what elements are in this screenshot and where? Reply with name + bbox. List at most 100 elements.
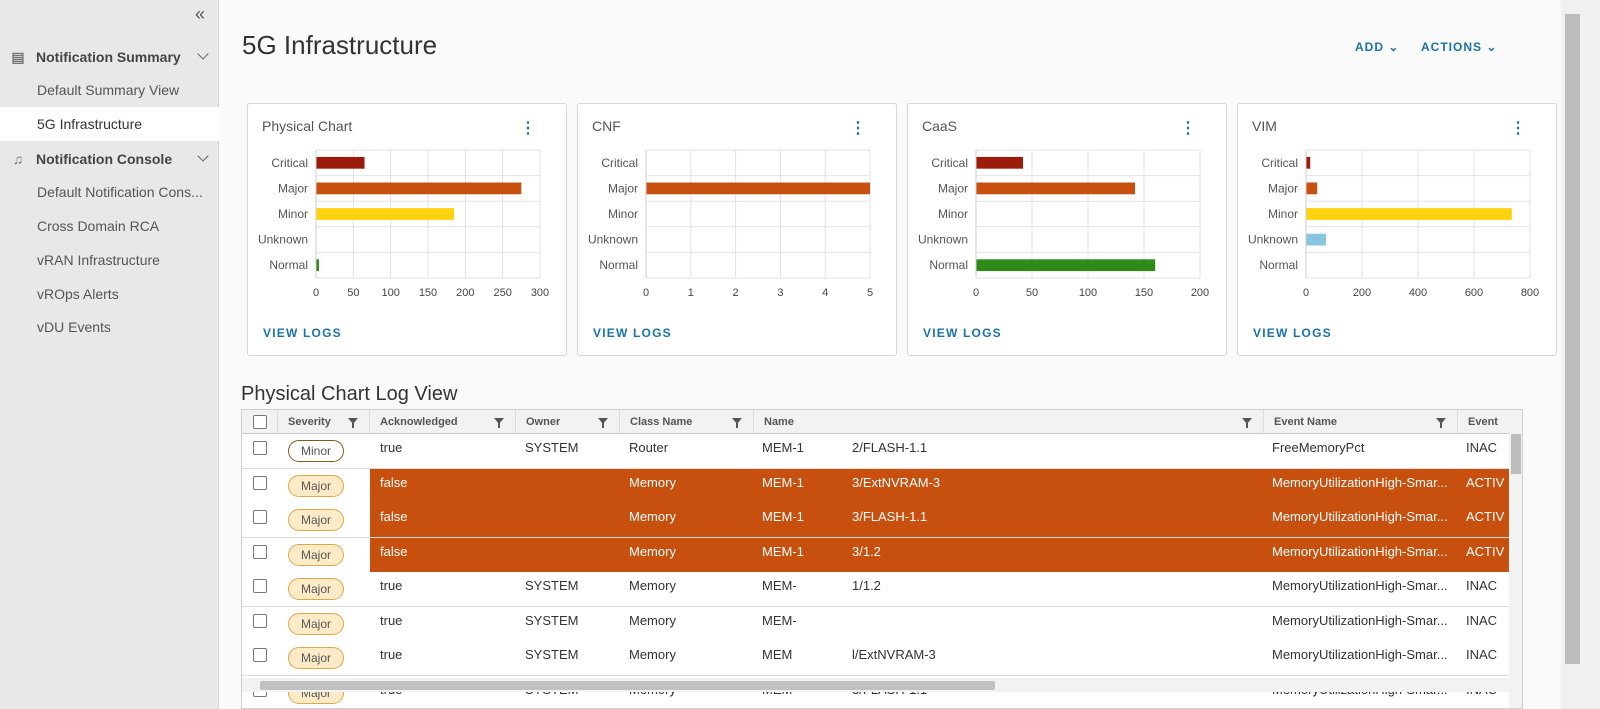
cell-name-suffix: 3/1.2 (852, 543, 881, 559)
actions-label: ACTIONS (1421, 40, 1482, 54)
cell-event-name: MemoryUtilizationHigh-Smar... (1272, 647, 1448, 662)
scrollbar-thumb[interactable] (1565, 14, 1580, 664)
cell-name-suffix: 3/FLASH-1.1 (852, 509, 928, 524)
severity-badge: Major (288, 509, 344, 531)
chevron-down-icon[interactable] (197, 150, 209, 162)
section-notification-summary[interactable]: ▤ Notification Summary (0, 40, 219, 74)
page-scrollbar[interactable] (1561, 0, 1600, 709)
table-row[interactable]: Major false Memory MEM-1 3/FLASH-1.1 MemoryUt… (242, 503, 1522, 538)
select-all-checkbox[interactable] (253, 415, 267, 429)
y-tick-label: Normal (599, 258, 638, 272)
col-owner[interactable]: Owner (516, 410, 620, 434)
table-row[interactable]: Minor true SYSTEM Router MEM-1 2/FLASH-1.1 Fre… (242, 434, 1522, 469)
x-tick-label: 1 (688, 287, 694, 299)
cell-class-name: Memory (629, 647, 676, 662)
row-checkbox[interactable] (253, 441, 267, 455)
bar-minor[interactable] (1306, 208, 1512, 220)
bar-major[interactable] (646, 182, 870, 195)
col-name[interactable]: Name (754, 410, 1264, 434)
row-checkbox[interactable] (253, 648, 267, 662)
col-acknowledged[interactable]: Acknowledged (370, 410, 516, 434)
bar-critical[interactable] (316, 156, 365, 169)
bar-normal[interactable] (316, 259, 319, 272)
bar-critical[interactable] (976, 156, 1024, 169)
bar-major[interactable] (316, 182, 522, 195)
bar-unknown[interactable] (1306, 233, 1327, 246)
filter-icon[interactable] (598, 418, 608, 428)
more-options-icon[interactable]: ⋮ (1180, 120, 1196, 137)
view-logs-link[interactable]: VIEW LOGS (263, 326, 342, 340)
section-notification-console[interactable]: ♫ Notification Console (0, 142, 219, 176)
filter-icon[interactable] (732, 418, 742, 428)
col-event-name[interactable]: Event Name (1264, 410, 1458, 434)
view-logs-link[interactable]: VIEW LOGS (1253, 326, 1332, 340)
x-tick-label: 0 (1303, 287, 1309, 299)
scrollbar-thumb[interactable] (1511, 434, 1521, 474)
sidebar-item-vdu-events[interactable]: vDU Events (37, 319, 111, 335)
bar-chart: 0 50 100 150 200 Critical Major Minor Unknown Nor… (918, 149, 1209, 299)
sidebar-item-default-summary-view[interactable]: Default Summary View (37, 82, 180, 98)
add-button[interactable]: ADD ⌄ (1355, 40, 1400, 54)
sidebar-item-default-notification-console[interactable]: Default Notification Cons... (37, 184, 203, 200)
view-logs-link[interactable]: VIEW LOGS (593, 326, 672, 340)
col-label: Owner (526, 416, 561, 428)
col-severity[interactable]: Severity (278, 410, 370, 434)
sidebar-item-vrops-alerts[interactable]: vROps Alerts (37, 286, 119, 302)
x-tick-label: 250 (493, 287, 511, 299)
sidebar-item-vran-infrastructure[interactable]: vRAN Infrastructure (37, 252, 160, 268)
row-checkbox[interactable] (253, 510, 267, 524)
x-tick-label: 200 (456, 287, 474, 299)
more-options-icon[interactable]: ⋮ (1510, 120, 1526, 137)
row-checkbox[interactable] (253, 544, 267, 559)
bar-major[interactable] (976, 182, 1136, 195)
table-row[interactable]: Major true SYSTEM Memory MEM- 1/1.2 MemoryUtil… (242, 572, 1522, 607)
x-tick-label: 600 (1465, 287, 1483, 299)
y-tick-label: Major (278, 181, 308, 195)
severity-badge: Major (288, 578, 344, 600)
table-row[interactable]: Major false Memory MEM-1 3/1.2 MemoryUtilizat… (242, 537, 1522, 573)
x-tick-label: 200 (1191, 287, 1209, 299)
cell-class-name: Memory (629, 509, 676, 524)
chevron-down-icon[interactable] (197, 48, 209, 60)
x-tick-label: 5 (867, 287, 873, 299)
cell-name-suffix: 2/FLASH-1.1 (852, 440, 928, 455)
scrollbar-thumb[interactable] (260, 681, 995, 690)
cell-event-name: MemoryUtilizationHigh-Smar... (1272, 543, 1448, 559)
filter-icon[interactable] (1242, 418, 1252, 428)
cell-acknowledged: false (380, 509, 408, 524)
bar-major[interactable] (1306, 182, 1318, 195)
row-checkbox[interactable] (253, 613, 267, 628)
table-row[interactable]: Major false Memory MEM-1 3/ExtNVRAM-3 MemoryU… (242, 468, 1522, 504)
filter-icon[interactable] (348, 418, 358, 428)
col-event[interactable]: Event (1458, 410, 1518, 434)
row-highlight (370, 468, 1522, 503)
table-row[interactable]: Major true SYSTEM Memory MEM l/ExtNVRAM-3 Memo… (242, 641, 1522, 676)
vertical-scrollbar[interactable] (1509, 410, 1522, 708)
more-options-icon[interactable]: ⋮ (520, 120, 536, 137)
sidebar-item-5g-infrastructure[interactable]: 5G Infrastructure (0, 107, 219, 141)
table-row[interactable]: Major true SYSTEM Memory MEM- MemoryUtilizati… (242, 606, 1522, 642)
x-tick-label: 0 (313, 287, 319, 299)
more-options-icon[interactable]: ⋮ (850, 120, 866, 137)
card-title: CNF (592, 118, 621, 134)
y-tick-label: Normal (1259, 258, 1298, 272)
y-tick-label: Critical (601, 156, 638, 170)
horizontal-scrollbar[interactable] (242, 678, 1509, 692)
cell-event: ACTIV (1466, 543, 1505, 559)
row-checkbox[interactable] (253, 475, 267, 490)
view-logs-link[interactable]: VIEW LOGS (923, 326, 1002, 340)
filter-icon[interactable] (1436, 418, 1446, 428)
y-tick-label: Normal (929, 258, 968, 272)
collapse-sidebar-icon[interactable]: « (195, 4, 206, 24)
sidebar-item-cross-domain-rca[interactable]: Cross Domain RCA (37, 218, 160, 234)
col-class-name[interactable]: Class Name (620, 410, 754, 434)
filter-icon[interactable] (494, 418, 504, 428)
sidebar: « ▤ Notification Summary Default Summary… (0, 0, 219, 709)
bar-normal[interactable] (976, 259, 1156, 272)
bar-minor[interactable] (316, 208, 455, 220)
row-checkbox[interactable] (253, 579, 267, 593)
cell-event: INAC (1466, 647, 1498, 662)
actions-button[interactable]: ACTIONS ⌄ (1421, 40, 1498, 54)
x-tick-label: 200 (1353, 287, 1371, 299)
bar-critical[interactable] (1306, 156, 1311, 169)
